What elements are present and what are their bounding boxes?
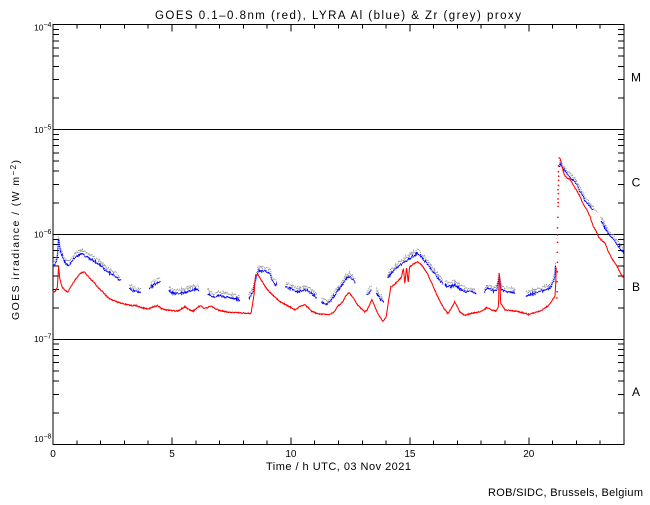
svg-text:Time / h UTC, 03 Nov 2021: Time / h UTC, 03 Nov 2021	[266, 461, 411, 473]
svg-text:10−4: 10−4	[34, 22, 52, 33]
svg-text:B: B	[632, 280, 640, 294]
svg-text:10−7: 10−7	[34, 334, 52, 345]
svg-text:15: 15	[404, 449, 416, 460]
svg-text:20: 20	[523, 449, 535, 460]
svg-text:10−5: 10−5	[34, 125, 52, 136]
svg-text:5: 5	[169, 449, 175, 460]
svg-text:0: 0	[50, 449, 56, 460]
svg-text:10−6: 10−6	[34, 229, 52, 240]
svg-text:10−8: 10−8	[34, 434, 52, 445]
svg-text:A: A	[632, 385, 640, 399]
svg-text:10: 10	[285, 449, 297, 460]
svg-text:M: M	[631, 70, 641, 84]
svg-text:C: C	[632, 175, 641, 189]
svg-text:ROB/SIDC, Brussels, Belgium: ROB/SIDC, Brussels, Belgium	[488, 487, 643, 499]
svg-text:GOES irradiance / (W m−2): GOES irradiance / (W m−2)	[9, 160, 22, 320]
svg-text:GOES 0.1–0.8nm (red), LYRA Al: GOES 0.1–0.8nm (red), LYRA Al (blue) & Z…	[155, 10, 521, 22]
